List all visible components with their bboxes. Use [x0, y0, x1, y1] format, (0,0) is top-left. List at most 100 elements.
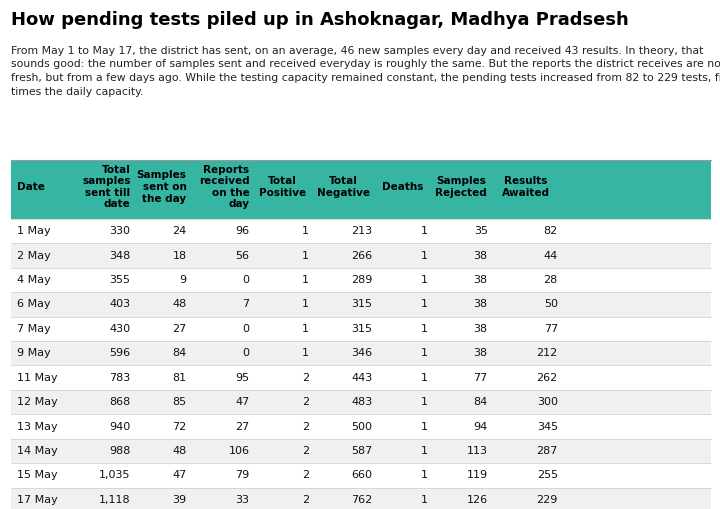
Text: 1: 1: [421, 446, 428, 456]
Text: 262: 262: [536, 373, 558, 383]
Text: 84: 84: [172, 348, 186, 358]
Bar: [11, 341, 711, 365]
Text: 13 May: 13 May: [17, 421, 57, 432]
Bar: [11, 488, 711, 509]
Text: 2 May: 2 May: [17, 250, 50, 261]
Text: 596: 596: [109, 348, 130, 358]
Text: 14 May: 14 May: [17, 446, 58, 456]
Text: 33: 33: [235, 495, 250, 505]
Text: 95: 95: [235, 373, 250, 383]
Text: 82: 82: [544, 226, 558, 236]
Text: 1,035: 1,035: [99, 470, 130, 480]
Bar: [11, 463, 711, 488]
Text: 119: 119: [467, 470, 488, 480]
Text: Date: Date: [17, 182, 45, 192]
Text: 212: 212: [536, 348, 558, 358]
Text: From May 1 to May 17, the district has sent, on an average, 46 new samples every: From May 1 to May 17, the district has s…: [11, 46, 720, 97]
Text: 4 May: 4 May: [17, 275, 50, 285]
Text: 24: 24: [172, 226, 186, 236]
Text: Samples
sent on
the day: Samples sent on the day: [137, 171, 186, 204]
Text: 113: 113: [467, 446, 488, 456]
Text: 587: 587: [351, 446, 372, 456]
Text: 988: 988: [109, 446, 130, 456]
Text: 2: 2: [302, 470, 309, 480]
Text: Total
Positive: Total Positive: [258, 176, 306, 198]
Text: 266: 266: [351, 250, 372, 261]
Text: 94: 94: [474, 421, 488, 432]
Text: 1: 1: [302, 324, 309, 334]
Text: 1: 1: [421, 373, 428, 383]
Bar: [11, 365, 711, 390]
Text: Samples
Rejected: Samples Rejected: [435, 176, 487, 198]
Text: 783: 783: [109, 373, 130, 383]
Text: 287: 287: [536, 446, 558, 456]
Text: 1: 1: [421, 275, 428, 285]
Text: Deaths: Deaths: [382, 182, 424, 192]
Text: 430: 430: [109, 324, 130, 334]
Bar: [11, 414, 711, 439]
Text: 229: 229: [536, 495, 558, 505]
Text: 0: 0: [243, 324, 250, 334]
Text: 330: 330: [109, 226, 130, 236]
Text: 48: 48: [172, 446, 186, 456]
Text: 1: 1: [302, 226, 309, 236]
Text: 255: 255: [536, 470, 558, 480]
Bar: [11, 390, 711, 414]
Text: Total
samples
sent till
date: Total samples sent till date: [82, 164, 130, 210]
Text: 1: 1: [421, 250, 428, 261]
Text: 11 May: 11 May: [17, 373, 57, 383]
Text: 9 May: 9 May: [17, 348, 50, 358]
Text: 28: 28: [544, 275, 558, 285]
Text: 483: 483: [351, 397, 372, 407]
Text: 38: 38: [474, 275, 488, 285]
Text: Reports
received
on the
day: Reports received on the day: [199, 164, 250, 210]
Text: 77: 77: [474, 373, 488, 383]
Text: 762: 762: [351, 495, 372, 505]
Text: 79: 79: [235, 470, 250, 480]
Text: 1,118: 1,118: [99, 495, 130, 505]
Text: 15 May: 15 May: [17, 470, 57, 480]
Text: 346: 346: [351, 348, 372, 358]
Text: 1: 1: [421, 470, 428, 480]
Bar: [11, 268, 711, 292]
Text: 72: 72: [172, 421, 186, 432]
Text: 7 May: 7 May: [17, 324, 50, 334]
Text: 0: 0: [243, 348, 250, 358]
Text: 38: 38: [474, 348, 488, 358]
Text: 35: 35: [474, 226, 488, 236]
Text: 348: 348: [109, 250, 130, 261]
Text: 1: 1: [421, 324, 428, 334]
Text: 2: 2: [302, 495, 309, 505]
Text: 7: 7: [243, 299, 250, 309]
Text: 50: 50: [544, 299, 558, 309]
Text: 1: 1: [421, 226, 428, 236]
Text: 213: 213: [351, 226, 372, 236]
Text: 403: 403: [109, 299, 130, 309]
Text: 9: 9: [179, 275, 186, 285]
Text: 47: 47: [172, 470, 186, 480]
Text: 1: 1: [421, 421, 428, 432]
Bar: [11, 292, 711, 317]
Text: 96: 96: [235, 226, 250, 236]
Bar: [11, 243, 711, 268]
Text: How pending tests piled up in Ashoknagar, Madhya Pradsesh: How pending tests piled up in Ashoknagar…: [11, 11, 629, 29]
Text: 47: 47: [235, 397, 250, 407]
Text: 1: 1: [302, 275, 309, 285]
Text: 85: 85: [172, 397, 186, 407]
Text: 1: 1: [302, 250, 309, 261]
Text: 38: 38: [474, 299, 488, 309]
Text: 1: 1: [421, 299, 428, 309]
Bar: [11, 219, 711, 243]
Text: 0: 0: [243, 275, 250, 285]
Text: 289: 289: [351, 275, 372, 285]
Text: 106: 106: [229, 446, 250, 456]
Text: 56: 56: [235, 250, 250, 261]
Bar: [11, 160, 711, 219]
Text: 6 May: 6 May: [17, 299, 50, 309]
Text: 1: 1: [302, 348, 309, 358]
Text: 355: 355: [109, 275, 130, 285]
Text: 1: 1: [421, 495, 428, 505]
Text: Results
Awaited: Results Awaited: [502, 176, 549, 198]
Text: 345: 345: [536, 421, 558, 432]
Text: 27: 27: [235, 421, 250, 432]
